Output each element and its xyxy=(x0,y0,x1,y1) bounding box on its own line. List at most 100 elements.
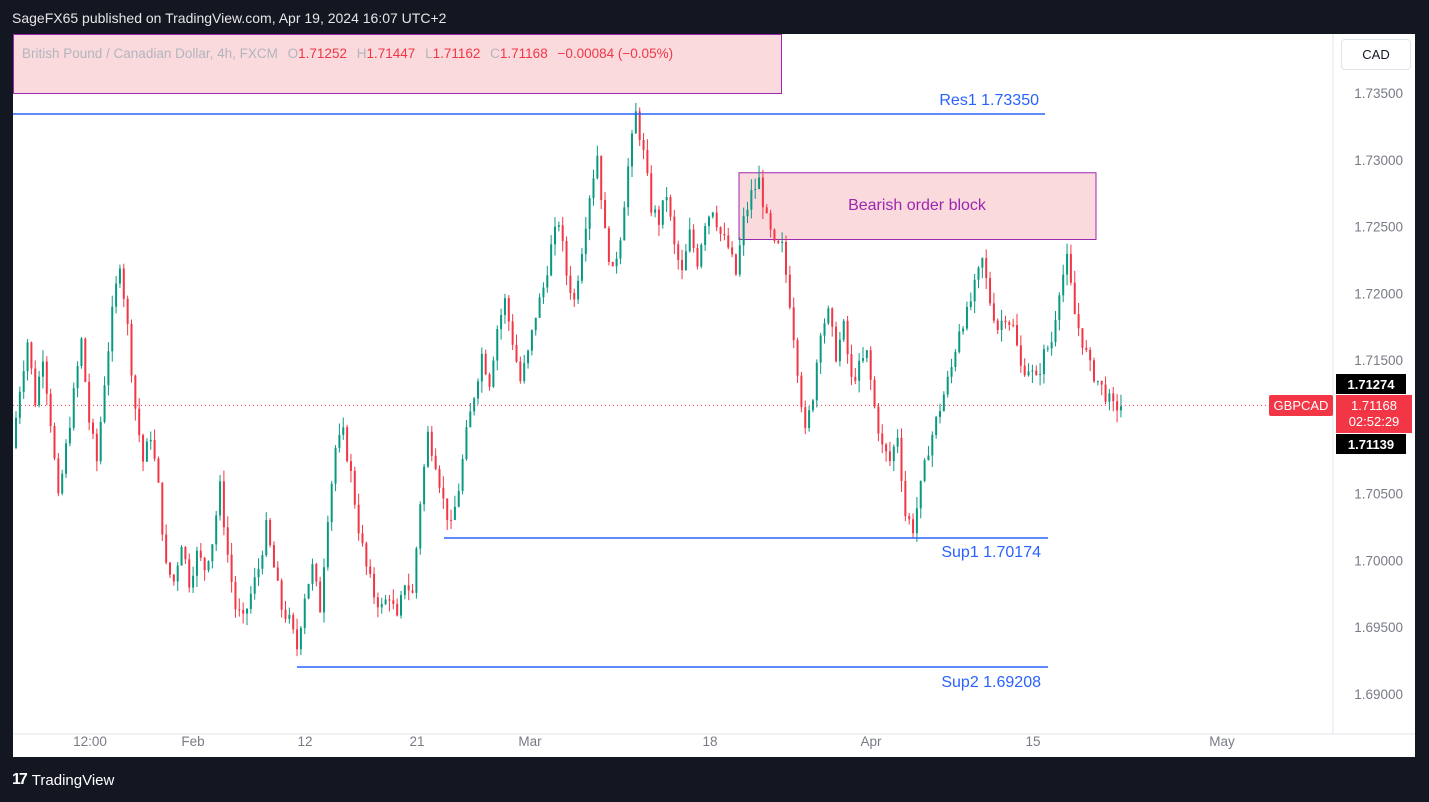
candle-body xyxy=(877,406,880,434)
time-tick-label: 12 xyxy=(297,734,312,749)
candle-body xyxy=(1100,380,1103,385)
candle-body xyxy=(1004,320,1007,323)
candle-body xyxy=(942,394,945,412)
candle-body xyxy=(488,374,491,387)
bar-countdown: 02:52:29 xyxy=(1348,414,1400,429)
candle-body xyxy=(611,261,614,267)
candle-body xyxy=(561,225,564,242)
candle-body xyxy=(523,363,526,382)
last-price-tag: 1.71168 02:52:29 xyxy=(1336,395,1412,433)
res1-label: Res1 1.73350 xyxy=(939,92,1039,109)
candle-body xyxy=(319,581,322,613)
candle-body xyxy=(249,593,252,609)
candle-body xyxy=(477,381,479,399)
candle-body xyxy=(815,362,818,401)
symbol-title[interactable]: British Pound / Canadian Dollar, 4h, FXC… xyxy=(22,46,278,61)
order-block-label: Bearish order block xyxy=(848,197,987,214)
candle-body xyxy=(623,207,626,241)
candle-body xyxy=(242,610,245,614)
candle-body xyxy=(122,268,125,299)
candle-body xyxy=(781,241,784,243)
candle-body xyxy=(534,317,537,331)
candle-body xyxy=(1016,325,1018,346)
candle-body xyxy=(169,562,171,575)
high-label: H xyxy=(356,46,367,61)
candle-body xyxy=(573,292,576,300)
candle-body xyxy=(931,434,934,456)
publish-header-bar: SageFX65 published on TradingView.com, A… xyxy=(0,0,1429,34)
candle-body xyxy=(222,481,225,528)
candle-body xyxy=(68,427,71,444)
brand-name: TradingView xyxy=(31,771,115,789)
candle-body xyxy=(172,574,175,582)
sup2-label: Sup2 1.69208 xyxy=(941,674,1041,691)
candle-body xyxy=(450,519,453,521)
candle-body xyxy=(107,351,110,386)
time-tick-label: 21 xyxy=(409,734,424,749)
candle-body xyxy=(480,353,483,382)
candle-body xyxy=(257,568,260,578)
candle-body xyxy=(203,557,206,571)
candle-body xyxy=(530,330,533,351)
candle-body xyxy=(403,585,406,596)
candle-body xyxy=(992,303,995,321)
candle-body xyxy=(654,209,657,213)
candle-body xyxy=(30,342,33,369)
candle-body xyxy=(219,481,222,516)
candle-body xyxy=(554,226,556,245)
candle-body xyxy=(904,480,907,517)
candle-body xyxy=(607,228,610,262)
low-value: 1.71162 xyxy=(432,46,481,61)
candle-body xyxy=(796,340,799,376)
candle-body xyxy=(238,609,241,611)
candle-body xyxy=(176,565,179,582)
candle-body xyxy=(923,460,926,481)
high-value: 1.71447 xyxy=(366,46,416,61)
candle-body xyxy=(411,590,414,593)
candle-body xyxy=(854,376,857,381)
chart-pane[interactable]: 1.73500 1.73000 1.72500 1.72000 1.71500 1.705… xyxy=(13,34,1415,757)
candle-body xyxy=(619,240,622,259)
candle-body xyxy=(596,155,599,179)
candle-body xyxy=(1008,322,1011,325)
time-tick-label: Feb xyxy=(181,734,204,749)
candle-body xyxy=(1108,393,1111,402)
tradingview-logo[interactable]: 17 TradingView xyxy=(12,771,114,789)
candle-body xyxy=(188,559,191,588)
candle-body xyxy=(962,328,965,332)
candle-body xyxy=(99,421,102,462)
candle-body xyxy=(334,447,337,484)
candle-body xyxy=(457,490,460,507)
candle-body xyxy=(199,550,202,558)
candle-body xyxy=(808,410,811,428)
currency-button[interactable]: CAD xyxy=(1341,39,1411,70)
candle-body xyxy=(785,241,787,275)
bearish-order-block-zone[interactable] xyxy=(738,172,1097,241)
candle-body xyxy=(442,487,445,499)
candle-body xyxy=(850,354,853,377)
candle-body xyxy=(396,603,399,616)
candle-body xyxy=(577,280,580,300)
candle-body xyxy=(1019,345,1022,366)
candlestick-chart[interactable]: 1.73500 1.73000 1.72500 1.72000 1.71500 1.705… xyxy=(13,34,1415,757)
candle-body xyxy=(41,361,44,377)
footer-bar xyxy=(0,757,1429,802)
candle-body xyxy=(126,298,129,324)
time-tick-label: Mar xyxy=(518,734,542,749)
price-tick-label: 1.69500 xyxy=(1354,620,1403,635)
candle-body xyxy=(145,441,148,462)
candle-body xyxy=(53,426,56,459)
candle-body xyxy=(230,554,233,582)
candle-body xyxy=(1062,274,1065,296)
candle-body xyxy=(376,597,379,608)
candle-body xyxy=(76,366,79,389)
candle-body xyxy=(646,149,649,174)
candle-body xyxy=(831,308,834,327)
candle-body xyxy=(657,209,660,225)
published-by-text: SageFX65 published on TradingView.com, A… xyxy=(12,10,447,26)
candle-body xyxy=(207,561,210,571)
high-price-tag: 1.71274 xyxy=(1336,374,1406,394)
candle-body xyxy=(881,433,884,445)
candle-body xyxy=(981,258,984,268)
candle-body xyxy=(996,320,999,331)
